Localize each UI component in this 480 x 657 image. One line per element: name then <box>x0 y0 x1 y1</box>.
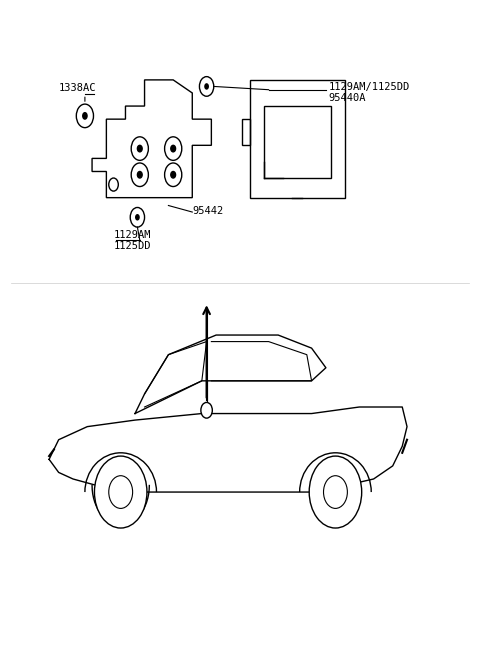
Circle shape <box>137 171 142 178</box>
Bar <box>250 80 345 198</box>
Circle shape <box>82 112 88 120</box>
Circle shape <box>204 83 209 90</box>
Circle shape <box>95 456 147 528</box>
Text: 95442: 95442 <box>192 206 224 216</box>
Circle shape <box>137 145 142 152</box>
Circle shape <box>171 145 176 152</box>
Polygon shape <box>135 335 326 413</box>
Polygon shape <box>49 407 407 492</box>
Text: 1129AM/1125DD: 1129AM/1125DD <box>328 81 409 92</box>
Bar <box>264 106 331 178</box>
Text: 95440A: 95440A <box>328 93 366 103</box>
Text: 1338AC: 1338AC <box>59 83 96 93</box>
Circle shape <box>201 403 212 418</box>
Text: 1125DD: 1125DD <box>114 240 151 251</box>
Circle shape <box>309 456 362 528</box>
Text: 1129AM: 1129AM <box>114 230 151 240</box>
Circle shape <box>171 171 176 178</box>
Circle shape <box>135 214 140 221</box>
